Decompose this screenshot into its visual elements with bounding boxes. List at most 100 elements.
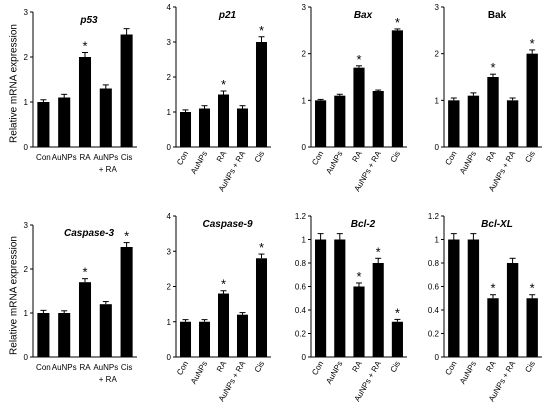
- significance-star: *: [82, 265, 87, 280]
- x-tick-label: Con: [310, 150, 325, 167]
- significance-star: *: [356, 269, 361, 284]
- x-tick-label: Cis: [523, 150, 537, 165]
- chart-title: p21: [218, 10, 237, 21]
- y-tick-label: 0: [302, 143, 307, 152]
- y-tick-label: 0.6: [295, 283, 307, 292]
- bar-aunps-ra: [99, 88, 112, 147]
- bar-ra: [217, 293, 230, 357]
- y-tick-label: 1: [167, 318, 172, 327]
- bar-con: [448, 239, 460, 357]
- x-tick-label: Con: [36, 363, 51, 372]
- x-tick-label: Cis: [389, 360, 403, 375]
- y-tick-label: 3: [435, 3, 440, 12]
- significance-star: *: [490, 281, 495, 296]
- chart-title: Bcl-2: [351, 219, 376, 230]
- y-tick-label: 1.2: [428, 212, 440, 221]
- bar-ra: [353, 67, 365, 147]
- x-tick-label: AuNPs: [458, 360, 478, 386]
- y-tick-label: 1.2: [295, 212, 307, 221]
- bar-con: [448, 100, 460, 147]
- significance-star: *: [82, 39, 87, 54]
- y-tick-label: 0: [167, 353, 172, 362]
- y-tick-label: 0: [435, 353, 440, 362]
- y-tick-label: 2: [24, 53, 29, 62]
- y-tick-label: 0: [302, 353, 307, 362]
- x-tick-label: Cis: [253, 360, 267, 375]
- x-tick-label: RA: [215, 359, 229, 374]
- y-tick-label: 1: [167, 108, 172, 117]
- chart-title: Bax: [354, 10, 373, 21]
- x-tick-label: RA: [350, 149, 364, 164]
- significance-star: *: [124, 229, 129, 244]
- significance-star: *: [221, 77, 226, 92]
- significance-star: *: [530, 281, 535, 296]
- y-axis-label-top: Relative mRNA expression: [8, 24, 20, 143]
- y-tick-label: 0: [435, 143, 440, 152]
- y-tick-label: 3: [167, 247, 172, 256]
- y-tick-label: 3: [24, 8, 29, 17]
- bar-con: [315, 100, 327, 147]
- y-tick-label: 1: [302, 236, 307, 245]
- bar-aunps: [198, 321, 211, 357]
- significance-star: *: [490, 60, 495, 75]
- y-tick-label: 1: [24, 309, 29, 318]
- significance-star: *: [259, 240, 264, 255]
- significance-star: *: [356, 52, 361, 67]
- bar-con: [37, 313, 50, 357]
- x-tick-label: RA: [79, 153, 91, 162]
- bar-cis: [391, 30, 403, 147]
- bar-con: [315, 239, 327, 357]
- x-tick-label: + RA: [99, 375, 118, 384]
- bar-con: [37, 102, 50, 147]
- bar-aunps-ra: [99, 304, 112, 357]
- x-tick-label: RA: [215, 149, 229, 164]
- x-tick-label: Cis: [523, 360, 537, 375]
- y-tick-label: 2: [167, 73, 172, 82]
- bar-cis: [255, 42, 268, 147]
- bar-aunps: [334, 95, 346, 147]
- significance-star: *: [530, 36, 535, 51]
- bar-cis: [255, 258, 268, 357]
- x-tick-label: Cis: [389, 150, 403, 165]
- bar-aunps-ra: [236, 314, 249, 357]
- y-tick-label: 3: [24, 221, 29, 230]
- bar-ra: [217, 94, 230, 147]
- bar-aunps-ra: [506, 263, 519, 357]
- bar-aunps: [334, 239, 346, 357]
- y-tick-label: 0.2: [295, 330, 307, 339]
- y-tick-label: 0.4: [428, 306, 440, 315]
- y-tick-label: 0.2: [428, 330, 440, 339]
- chart-title: Bak: [488, 10, 507, 21]
- x-tick-label: RA: [484, 359, 498, 374]
- x-tick-label: AuNPs: [458, 150, 478, 176]
- bar-aunps: [467, 95, 480, 147]
- x-tick-label: RA: [484, 149, 498, 164]
- x-tick-label: Cis: [121, 363, 133, 372]
- x-tick-label: RA: [79, 363, 91, 372]
- x-tick-label: Con: [36, 153, 51, 162]
- y-tick-label: 0.8: [295, 259, 307, 268]
- bar-cis: [391, 321, 403, 357]
- y-tick-label: 1: [302, 96, 307, 105]
- bar-aunps: [58, 97, 71, 147]
- bar-aunps: [198, 108, 211, 147]
- x-tick-label: AuNPs: [52, 153, 77, 162]
- chart-title: Caspase-3: [64, 228, 114, 239]
- bar-cis: [526, 53, 538, 147]
- bar-aunps-ra: [506, 100, 519, 147]
- x-tick-label: RA: [350, 359, 364, 374]
- y-tick-label: 0: [24, 353, 29, 362]
- x-tick-label: AuNPs: [189, 150, 209, 176]
- y-tick-label: 2: [167, 283, 172, 292]
- x-tick-label: Con: [310, 360, 325, 377]
- significance-star: *: [259, 23, 264, 38]
- y-tick-label: 1: [435, 96, 440, 105]
- bar-ra: [78, 57, 92, 147]
- x-tick-label: AuNPs: [93, 363, 118, 372]
